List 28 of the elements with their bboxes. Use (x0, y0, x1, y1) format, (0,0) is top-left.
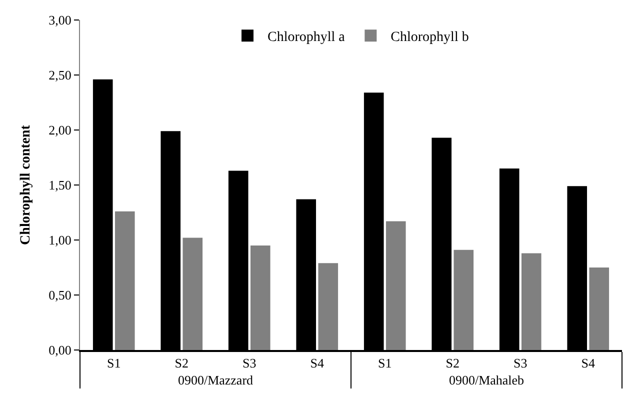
x-tick-label: S4 (310, 356, 324, 371)
bar (182, 238, 203, 350)
bar (114, 211, 135, 350)
y-axis-title: Chlorophyll content (18, 124, 34, 245)
bar (386, 221, 406, 350)
x-tick-label: S3 (242, 356, 256, 371)
x-tick-label: S3 (514, 356, 528, 371)
y-tick-label: 0,50 (48, 288, 72, 303)
bar (454, 250, 474, 350)
bar (521, 253, 542, 350)
x-tick-label: S1 (378, 356, 392, 371)
x-tick-label: S4 (581, 356, 596, 371)
y-tick-label: 2,00 (48, 122, 72, 138)
text: 0900/Mazzard (178, 372, 254, 388)
bar (250, 246, 270, 350)
y-tick-label: 1,00 (48, 232, 72, 248)
y-tick-label: 3,00 (48, 12, 72, 28)
legend-label: Chlorophyll a (268, 30, 346, 46)
x-tick-label: S2 (446, 356, 460, 371)
text: 0900/Mahaleb (448, 372, 524, 388)
y-tick-label: 0,00 (48, 342, 72, 358)
x-tick-label: S2 (174, 356, 188, 371)
bar (589, 268, 610, 350)
x-tick-label: S1 (107, 356, 121, 371)
y-tick-label: 2,50 (48, 68, 72, 83)
bar (318, 263, 338, 350)
legend-label: Chlorophyll b (390, 30, 469, 46)
y-tick-label: 1,50 (48, 178, 72, 193)
